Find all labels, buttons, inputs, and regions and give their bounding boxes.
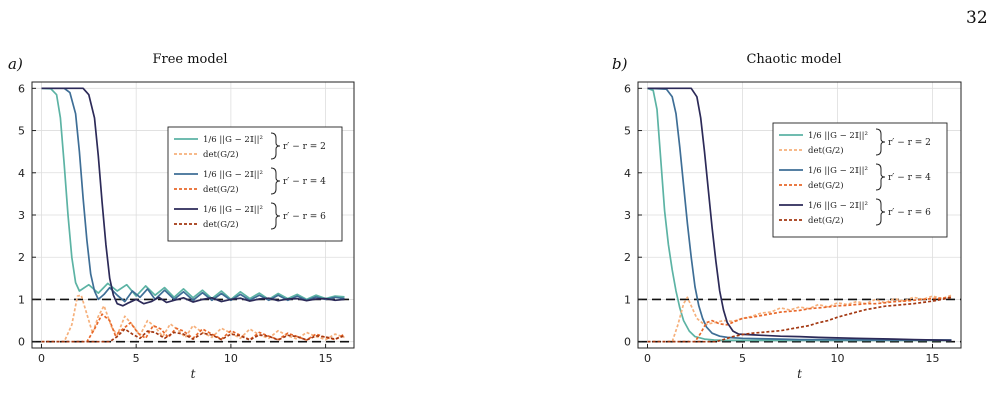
legend-brace xyxy=(270,167,281,195)
legend-label-det: det(G/2) xyxy=(203,149,239,160)
series-line-3 xyxy=(647,296,952,343)
legend-group-label: r′ − r = 6 xyxy=(283,212,326,222)
legend-label-det: det(G/2) xyxy=(203,219,239,230)
x-axis-label: t xyxy=(191,367,196,381)
panel-a-title: Free model xyxy=(152,52,228,67)
page-number: 32 xyxy=(966,8,988,28)
x-tick-label: 0 xyxy=(38,352,45,365)
y-tick-label: 1 xyxy=(624,293,631,306)
legend-brace xyxy=(875,163,886,191)
legend-label-det: det(G/2) xyxy=(203,184,239,195)
x-tick-label: 15 xyxy=(319,352,333,365)
panel-b-plot: 0 5 10 15 0 1 2 3 4 5 6 t 1/6 ||G − 2𝕀||² det(G/2) r′ … xyxy=(624,81,962,381)
legend-label-norm: 1/6 ||G − 2𝕀||² xyxy=(808,131,868,141)
x-tick-label: 0 xyxy=(644,352,651,365)
y-tick-label: 2 xyxy=(624,251,631,264)
legend: 1/6 ||G − 2𝕀||² det(G/2) r′ − r = 2 1/6 ||G… xyxy=(772,122,948,238)
legend-group-label: r′ − r = 6 xyxy=(888,208,931,218)
x-tick-label: 10 xyxy=(224,352,238,365)
legend-group-label: r′ − r = 2 xyxy=(888,138,931,148)
legend-label-norm: 1/6 ||G − 2𝕀||² xyxy=(203,170,263,180)
x-tick-label: 15 xyxy=(926,352,940,365)
legend-group-label: r′ − r = 4 xyxy=(888,173,931,183)
legend-label-det: det(G/2) xyxy=(808,145,844,156)
y-tick-label: 0 xyxy=(18,336,25,349)
y-tick-label: 5 xyxy=(624,125,631,138)
y-tick-label: 0 xyxy=(624,336,631,349)
y-tick-label: 6 xyxy=(18,82,25,95)
legend-brace xyxy=(270,132,281,160)
legend-group-label: r′ − r = 2 xyxy=(283,142,326,152)
legend-label-det: det(G/2) xyxy=(808,180,844,191)
series-line-2 xyxy=(647,87,952,341)
panel-a-label: a) xyxy=(8,55,23,73)
legend-label-norm: 1/6 ||G − 2𝕀||² xyxy=(203,205,263,215)
x-axis-label: t xyxy=(797,367,802,381)
panel-b-title: Chaotic model xyxy=(746,52,842,67)
series-line-5 xyxy=(647,296,952,343)
y-tick-label: 3 xyxy=(18,209,25,222)
legend-label-norm: 1/6 ||G − 2𝕀||² xyxy=(808,166,868,176)
legend-label-det: det(G/2) xyxy=(808,215,844,226)
y-tick-label: 2 xyxy=(18,251,25,264)
x-tick-label: 10 xyxy=(831,352,845,365)
legend: 1/6 ||G − 2𝕀||² det(G/2) r′ − r = 2 1/6 ||G… xyxy=(167,126,343,242)
y-tick-label: 5 xyxy=(18,125,25,138)
legend-label-norm: 1/6 ||G − 2𝕀||² xyxy=(203,135,263,145)
legend-brace xyxy=(875,198,886,226)
panel-a-plot: 0 5 10 15 0 1 2 3 4 5 6 t 1/6 ||G − 2𝕀||² det(G/2) r′ … xyxy=(18,81,355,381)
legend-brace xyxy=(270,202,281,230)
y-tick-label: 6 xyxy=(624,82,631,95)
y-tick-label: 4 xyxy=(18,167,25,180)
x-tick-label: 5 xyxy=(133,352,140,365)
series-line-4 xyxy=(41,87,345,307)
x-tick-label: 5 xyxy=(739,352,746,365)
panel-b-label: b) xyxy=(612,55,628,73)
legend-group-label: r′ − r = 4 xyxy=(283,177,326,187)
y-tick-label: 1 xyxy=(18,293,25,306)
legend-brace xyxy=(875,128,886,156)
y-tick-label: 3 xyxy=(624,209,631,222)
legend-label-norm: 1/6 ||G − 2𝕀||² xyxy=(808,201,868,211)
y-tick-label: 4 xyxy=(624,167,631,180)
series-line-5 xyxy=(41,328,345,343)
